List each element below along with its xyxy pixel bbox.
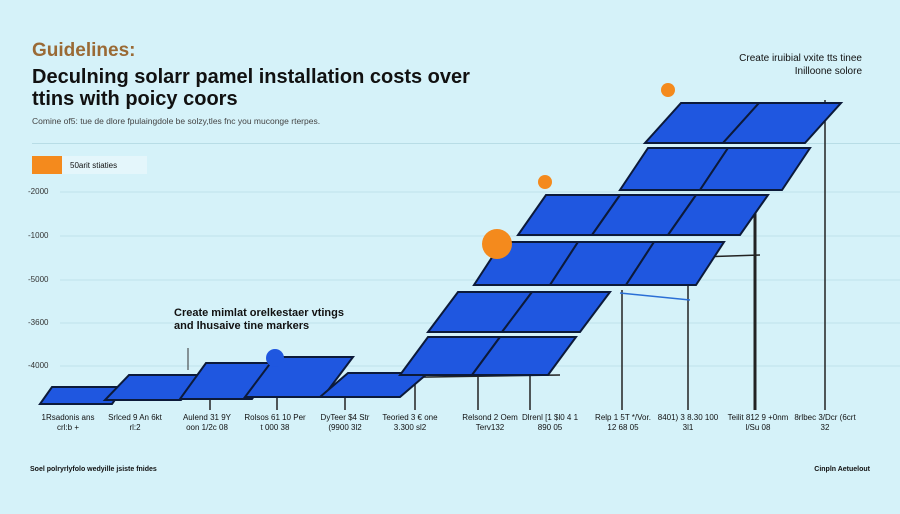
solar-panel	[243, 356, 355, 398]
y-tick-label: -4000	[28, 361, 49, 370]
chart-title: Deculning solarr pamel installation cost…	[32, 66, 470, 110]
x-tick-label: Teilit 812 9 +0nm l/Su 08	[727, 413, 789, 432]
eyebrow-heading: Guidelines:	[32, 40, 136, 61]
x-tick-label: Dlrenl [1 $l0 4 1 890 05	[521, 413, 579, 432]
footer-left: Soel polryrlyfolo wedyille jsiste fnides	[30, 466, 157, 473]
footer-right: Cinpln Aetuelout	[814, 466, 870, 473]
solar-panel	[666, 194, 770, 236]
x-tick-label: Aulend 31 9Y oon 1/2c 08	[182, 413, 232, 432]
x-tick-label: Srlced 9 An 6kt rl:2	[108, 413, 162, 432]
solar-panel	[720, 102, 844, 144]
orange-marker	[661, 83, 675, 97]
legend-label: 50arit stiaties	[70, 160, 118, 170]
solar-panel	[500, 291, 612, 333]
y-tick-label: -2000	[28, 187, 49, 196]
y-tick-label: -1000	[28, 231, 49, 240]
legend: 50arit stiaties	[32, 156, 147, 174]
y-tick-label: -5000	[28, 275, 49, 284]
solar-panel	[470, 336, 578, 376]
x-tick-label: 1Rsadonis ans crl:b +	[41, 413, 95, 432]
annotation-right: Create iruibial vxite tts tinee Inilloon…	[739, 53, 862, 77]
x-tick-label: DyTeer $4 Str (9900 3l2	[320, 413, 370, 432]
x-tick-label: Relsond 2 Oem Terv132	[462, 413, 518, 432]
blue-marker	[266, 349, 284, 367]
policy-line	[619, 292, 691, 301]
x-tick-label: Rolsos 61 10 Per t 000 38	[244, 413, 306, 432]
solar-panel	[698, 147, 812, 191]
annotation-left: Create mimlat orelkestaer vtings and lhu…	[174, 307, 344, 332]
chart-subtitle: Comine of5: tue de dlore fpulaingdole be…	[32, 116, 321, 126]
legend-swatch	[32, 156, 62, 174]
y-tick-label: -3600	[28, 318, 49, 327]
x-tick-label: Relp 1 5T */Vor. 12 68 05	[595, 413, 651, 432]
header: Guidelines: Deculning solarr pamel insta…	[32, 40, 472, 126]
orange-marker	[538, 175, 552, 189]
x-tick-label: 8rlbec 3/Dcr (6crt 32	[794, 413, 856, 432]
x-tick-label: 8401) 3 8.30 100 3l1	[657, 413, 719, 432]
divider	[32, 143, 900, 144]
solar-panel	[624, 241, 726, 286]
x-tick-label: Teoried 3 € one 3.300 sl2	[382, 413, 438, 432]
orange-marker	[482, 229, 512, 259]
